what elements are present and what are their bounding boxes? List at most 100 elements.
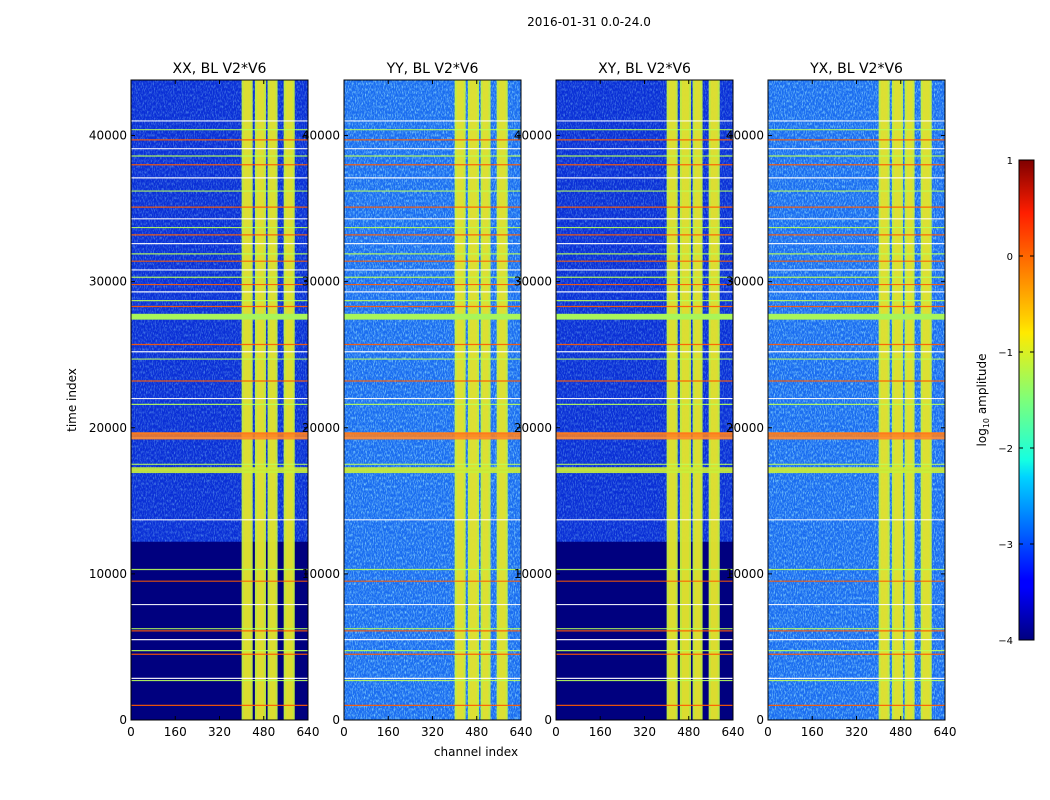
channel-band bbox=[454, 80, 466, 720]
y-tick-label: 40000 bbox=[302, 129, 340, 143]
channel-band-core bbox=[482, 80, 489, 720]
colorbar-tick-label: −3 bbox=[998, 540, 1013, 551]
channel-band-core bbox=[456, 80, 464, 720]
flag-band bbox=[344, 467, 521, 474]
x-tick-label: 320 bbox=[208, 725, 231, 739]
x-tick-label: 320 bbox=[421, 725, 444, 739]
flag-band bbox=[344, 313, 521, 320]
flag-band bbox=[131, 467, 308, 474]
channel-band bbox=[241, 80, 253, 720]
flag-band bbox=[344, 432, 521, 440]
channel-band-core bbox=[256, 80, 264, 720]
x-tick-label: 0 bbox=[340, 725, 348, 739]
panels: XX, BL V2*V6 0 160 320 480 640 0 10000 20000 3000… bbox=[89, 61, 957, 739]
y-axis-label: time index bbox=[65, 368, 79, 432]
channel-band bbox=[891, 80, 903, 720]
channel-band-core bbox=[710, 80, 718, 720]
flag-band bbox=[131, 432, 308, 440]
channel-band-core bbox=[469, 80, 477, 720]
x-tick-label: 320 bbox=[633, 725, 656, 739]
y-tick-label: 30000 bbox=[514, 275, 552, 289]
channel-band bbox=[708, 80, 720, 720]
colorbar-label-base: log bbox=[975, 428, 989, 446]
x-tick-label: 640 bbox=[934, 725, 957, 739]
colorbar-label-sub: 10 bbox=[982, 418, 991, 428]
colorbar-gradient bbox=[1018, 159, 1035, 641]
x-tick-label: 640 bbox=[510, 725, 533, 739]
panel-image bbox=[768, 80, 945, 720]
noise-texture bbox=[344, 80, 521, 720]
channel-band-core bbox=[668, 80, 676, 720]
x-tick-label: 480 bbox=[677, 725, 700, 739]
channel-band-core bbox=[893, 80, 901, 720]
x-tick-label: 0 bbox=[552, 725, 560, 739]
panel-image bbox=[131, 80, 308, 720]
x-tick-label: 0 bbox=[764, 725, 772, 739]
x-tick-label: 160 bbox=[589, 725, 612, 739]
y-tick-label: 20000 bbox=[302, 421, 340, 435]
flag-band bbox=[768, 467, 945, 474]
y-tick-label: 40000 bbox=[89, 129, 127, 143]
channel-band bbox=[692, 80, 703, 720]
colorbar-tick-label: −4 bbox=[998, 636, 1013, 647]
panel-xy: XY, BL V2*V6 0 160 320 480 640 0 10000 20000 3000… bbox=[514, 61, 745, 739]
channel-band bbox=[267, 80, 278, 720]
channel-band-core bbox=[694, 80, 701, 720]
colorbar-tick-label: 0 bbox=[1007, 252, 1013, 263]
flag-band bbox=[768, 313, 945, 320]
colorbar-ticks: 1 0 −1 −2 −3 −4 bbox=[998, 156, 1034, 647]
y-tick-label: 30000 bbox=[302, 275, 340, 289]
colorbar-label-rest: amplitude bbox=[975, 354, 989, 418]
y-tick-label: 30000 bbox=[89, 275, 127, 289]
y-tick-label: 0 bbox=[119, 713, 127, 727]
flag-band bbox=[556, 313, 733, 320]
colorbar-label: log10 amplitude bbox=[975, 354, 991, 447]
panel-title: XX, BL V2*V6 bbox=[173, 61, 267, 77]
panel-image bbox=[556, 80, 733, 720]
channel-band bbox=[283, 80, 295, 720]
figure-title: 2016-01-31 0.0-24.0 bbox=[527, 15, 651, 29]
x-tick-label: 160 bbox=[377, 725, 400, 739]
channel-band bbox=[920, 80, 932, 720]
colorbar-tick-label: −1 bbox=[998, 348, 1013, 359]
panel-title: XY, BL V2*V6 bbox=[598, 61, 691, 77]
x-tick-label: 640 bbox=[722, 725, 745, 739]
channel-band-core bbox=[285, 80, 293, 720]
panel-yx: YX, BL V2*V6 0 160 320 480 640 0 10000 20000 3000… bbox=[726, 61, 957, 739]
x-tick-label: 480 bbox=[252, 725, 275, 739]
channel-band bbox=[496, 80, 508, 720]
y-tick-label: 10000 bbox=[726, 567, 764, 581]
channel-band bbox=[904, 80, 915, 720]
y-tick-label: 20000 bbox=[726, 421, 764, 435]
flag-band bbox=[556, 432, 733, 440]
channel-band bbox=[254, 80, 266, 720]
x-tick-label: 0 bbox=[127, 725, 135, 739]
channel-band bbox=[666, 80, 678, 720]
y-tick-label: 0 bbox=[332, 713, 340, 727]
colorbar-tick-label: −2 bbox=[998, 444, 1013, 455]
y-tick-label: 20000 bbox=[89, 421, 127, 435]
channel-band-core bbox=[906, 80, 913, 720]
channel-band bbox=[878, 80, 890, 720]
y-tick-label: 40000 bbox=[726, 129, 764, 143]
y-tick-label: 30000 bbox=[726, 275, 764, 289]
x-tick-label: 480 bbox=[465, 725, 488, 739]
y-tick-label: 10000 bbox=[302, 567, 340, 581]
channel-band-core bbox=[269, 80, 276, 720]
panel-yy: YY, BL V2*V6 0 160 320 480 640 0 10000 20000 3000… bbox=[302, 61, 533, 739]
panel-image bbox=[344, 80, 521, 720]
flag-band bbox=[131, 313, 308, 320]
channel-band bbox=[480, 80, 491, 720]
x-tick-label: 160 bbox=[801, 725, 824, 739]
x-tick-label: 160 bbox=[164, 725, 187, 739]
noise-texture bbox=[768, 80, 945, 720]
channel-band-core bbox=[922, 80, 930, 720]
channel-band-core bbox=[498, 80, 506, 720]
colorbar-tick-label: 1 bbox=[1007, 156, 1013, 167]
channel-band-core bbox=[243, 80, 251, 720]
y-tick-label: 0 bbox=[756, 713, 764, 727]
x-tick-label: 320 bbox=[845, 725, 868, 739]
flag-band bbox=[556, 467, 733, 474]
flag-band bbox=[768, 432, 945, 440]
